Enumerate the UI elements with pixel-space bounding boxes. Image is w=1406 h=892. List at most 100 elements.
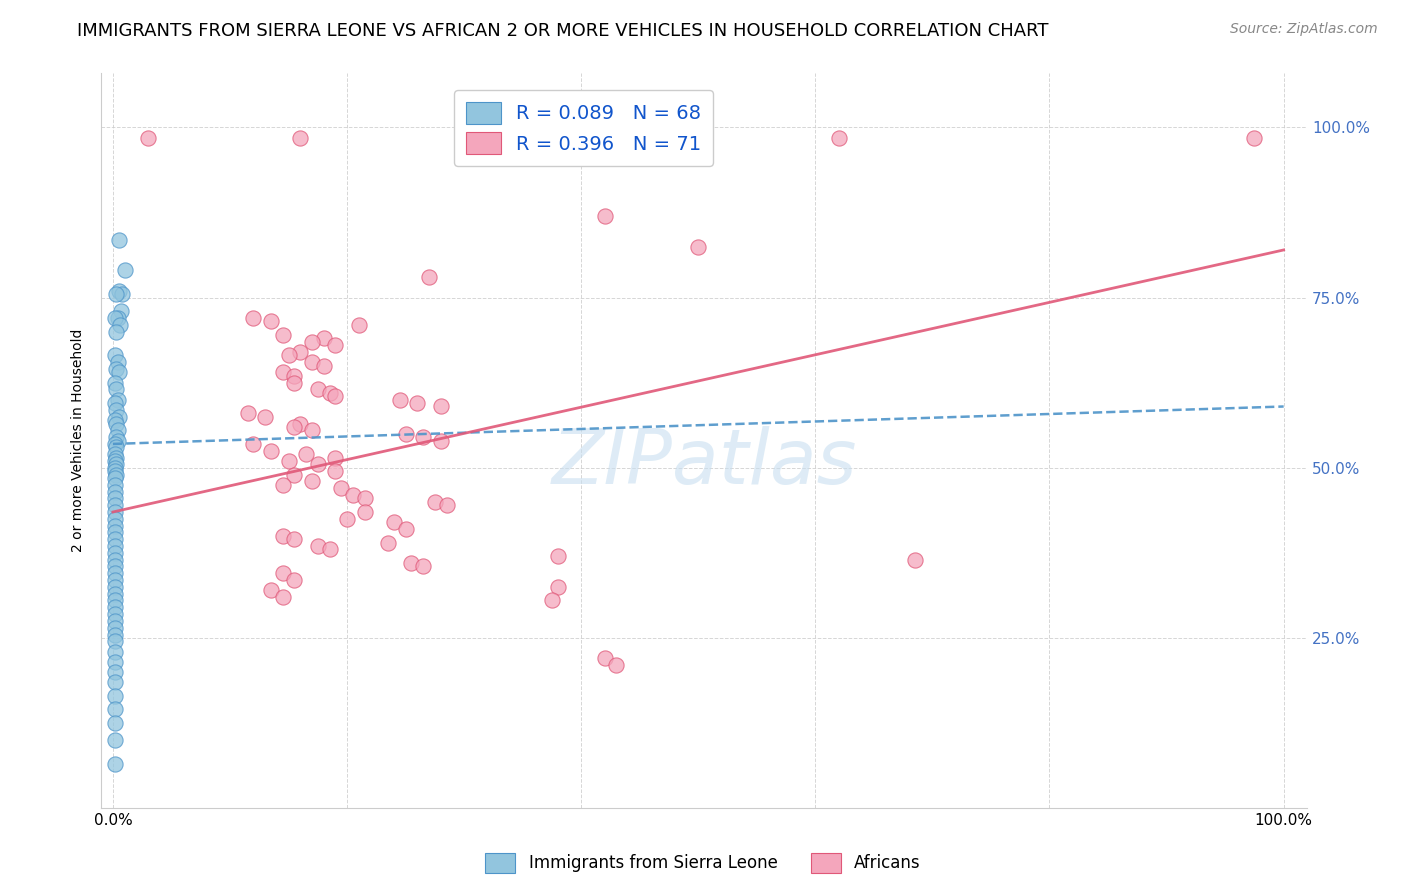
Point bbox=[271, 529, 294, 543]
Point bbox=[271, 477, 294, 491]
Point bbox=[114, 263, 136, 277]
Point bbox=[105, 467, 128, 482]
Point bbox=[104, 484, 127, 499]
Point bbox=[104, 689, 127, 703]
Point bbox=[260, 443, 283, 458]
Point bbox=[104, 756, 127, 771]
Point bbox=[382, 515, 405, 529]
Point bbox=[105, 403, 128, 417]
Point bbox=[325, 450, 347, 465]
Point bbox=[104, 733, 127, 747]
Point bbox=[394, 522, 416, 536]
Point bbox=[105, 440, 128, 454]
Point bbox=[271, 566, 294, 581]
Point bbox=[104, 716, 127, 731]
Point bbox=[104, 437, 127, 451]
Point bbox=[301, 475, 323, 489]
Point bbox=[104, 559, 127, 574]
Point bbox=[277, 454, 299, 468]
Point bbox=[394, 426, 416, 441]
Point bbox=[104, 627, 127, 641]
Point bbox=[260, 583, 283, 598]
Point bbox=[107, 366, 129, 380]
Point bbox=[104, 607, 127, 621]
Point bbox=[593, 209, 616, 223]
Point bbox=[104, 460, 127, 475]
Point bbox=[105, 417, 128, 431]
Point bbox=[104, 644, 127, 658]
Point bbox=[605, 658, 627, 673]
Point bbox=[104, 587, 127, 601]
Point bbox=[104, 573, 127, 587]
Point bbox=[312, 331, 335, 345]
Point bbox=[290, 417, 312, 431]
Point bbox=[547, 549, 569, 564]
Point bbox=[330, 481, 353, 495]
Point bbox=[388, 392, 411, 407]
Point bbox=[107, 284, 129, 298]
Point bbox=[412, 559, 434, 574]
Point bbox=[429, 400, 451, 414]
Point bbox=[325, 338, 347, 352]
Point bbox=[104, 600, 127, 615]
Point bbox=[401, 556, 423, 570]
Point bbox=[107, 311, 129, 326]
Point bbox=[104, 498, 127, 512]
Point bbox=[301, 334, 323, 349]
Point bbox=[105, 287, 128, 301]
Point bbox=[236, 406, 259, 420]
Point bbox=[110, 304, 132, 318]
Point bbox=[104, 376, 127, 390]
Point bbox=[429, 434, 451, 448]
Point bbox=[688, 239, 710, 253]
Point bbox=[283, 533, 305, 547]
Point bbox=[104, 491, 127, 506]
Point bbox=[406, 396, 429, 410]
Point bbox=[104, 546, 127, 560]
Legend: R = 0.089   N = 68, R = 0.396   N = 71: R = 0.089 N = 68, R = 0.396 N = 71 bbox=[454, 90, 713, 166]
Point bbox=[593, 651, 616, 665]
Point bbox=[105, 450, 128, 465]
Point bbox=[104, 348, 127, 362]
Point bbox=[105, 458, 128, 472]
Point bbox=[108, 318, 131, 332]
Point bbox=[104, 471, 127, 485]
Point bbox=[104, 614, 127, 628]
Point bbox=[107, 423, 129, 437]
Point bbox=[301, 355, 323, 369]
Point bbox=[104, 396, 127, 410]
Point bbox=[336, 512, 359, 526]
Point bbox=[301, 423, 323, 437]
Point bbox=[283, 368, 305, 383]
Point bbox=[283, 376, 305, 390]
Point bbox=[828, 130, 851, 145]
Point bbox=[105, 430, 128, 444]
Point bbox=[104, 552, 127, 566]
Point bbox=[271, 328, 294, 343]
Point bbox=[104, 505, 127, 519]
Point bbox=[104, 580, 127, 594]
Point bbox=[353, 491, 375, 506]
Point bbox=[423, 495, 446, 509]
Point bbox=[290, 130, 312, 145]
Point bbox=[904, 552, 927, 566]
Point bbox=[254, 409, 277, 424]
Point bbox=[105, 325, 128, 339]
Point bbox=[318, 542, 340, 557]
Point bbox=[242, 311, 264, 326]
Point bbox=[104, 566, 127, 581]
Point bbox=[347, 318, 370, 332]
Point bbox=[136, 130, 159, 145]
Point bbox=[260, 314, 283, 328]
Text: IMMIGRANTS FROM SIERRA LEONE VS AFRICAN 2 OR MORE VEHICLES IN HOUSEHOLD CORRELAT: IMMIGRANTS FROM SIERRA LEONE VS AFRICAN … bbox=[77, 22, 1049, 40]
Point bbox=[307, 458, 329, 472]
Point bbox=[107, 233, 129, 247]
Point bbox=[104, 518, 127, 533]
Text: ZIPatlas: ZIPatlas bbox=[551, 425, 856, 500]
Point bbox=[412, 430, 434, 444]
Point bbox=[325, 389, 347, 403]
Point bbox=[104, 525, 127, 540]
Point bbox=[436, 498, 458, 512]
Point bbox=[104, 512, 127, 526]
Point bbox=[104, 593, 127, 607]
